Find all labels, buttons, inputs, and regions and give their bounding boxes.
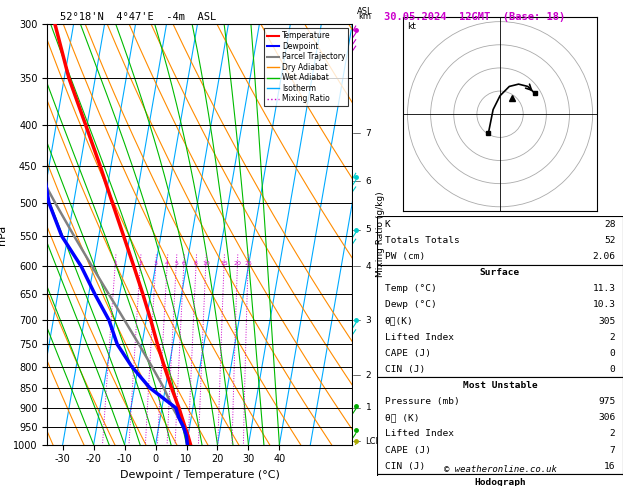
Text: 6: 6 — [365, 176, 371, 186]
Text: Mixing Ratio (g/kg): Mixing Ratio (g/kg) — [376, 191, 385, 278]
Text: θᴇ (K): θᴇ (K) — [385, 413, 420, 422]
Text: 3: 3 — [365, 315, 371, 325]
Text: 28: 28 — [604, 220, 615, 229]
Text: 30.05.2024  12GMT  (Base: 18): 30.05.2024 12GMT (Base: 18) — [384, 12, 565, 22]
Text: 3: 3 — [153, 261, 158, 266]
Text: 2: 2 — [365, 371, 371, 380]
Text: K: K — [385, 220, 391, 229]
FancyBboxPatch shape — [377, 474, 623, 486]
Text: Totals Totals: Totals Totals — [385, 236, 460, 245]
Legend: Temperature, Dewpoint, Parcel Trajectory, Dry Adiabat, Wet Adiabat, Isotherm, Mi: Temperature, Dewpoint, Parcel Trajectory… — [264, 28, 348, 106]
Text: 2.06: 2.06 — [593, 252, 615, 261]
FancyBboxPatch shape — [377, 378, 623, 474]
Text: 1: 1 — [365, 403, 371, 413]
Text: 52: 52 — [604, 236, 615, 245]
Text: Hodograph: Hodograph — [474, 478, 526, 486]
Text: km: km — [358, 12, 371, 21]
Text: PW (cm): PW (cm) — [385, 252, 425, 261]
FancyBboxPatch shape — [377, 265, 623, 378]
Text: Temp (°C): Temp (°C) — [385, 284, 437, 294]
Text: CIN (J): CIN (J) — [385, 365, 425, 374]
Text: ASL: ASL — [357, 7, 372, 16]
Text: 10: 10 — [202, 261, 209, 266]
Text: 305: 305 — [598, 316, 615, 326]
Text: 0: 0 — [610, 365, 615, 374]
Text: Surface: Surface — [480, 268, 520, 277]
Text: CAPE (J): CAPE (J) — [385, 446, 431, 454]
Text: Lifted Index: Lifted Index — [385, 333, 454, 342]
Text: θᴇ(K): θᴇ(K) — [385, 316, 413, 326]
Text: 5: 5 — [365, 225, 371, 234]
Text: 4: 4 — [365, 262, 371, 271]
Text: 15: 15 — [220, 261, 228, 266]
Text: 8: 8 — [194, 261, 198, 266]
Text: 7: 7 — [610, 446, 615, 454]
Text: 20: 20 — [233, 261, 242, 266]
Text: 5: 5 — [174, 261, 178, 266]
Text: Lifted Index: Lifted Index — [385, 430, 454, 438]
Text: 2: 2 — [138, 261, 142, 266]
Text: 1: 1 — [113, 261, 117, 266]
Text: 2: 2 — [610, 430, 615, 438]
Text: 10.3: 10.3 — [593, 300, 615, 310]
Text: 7: 7 — [365, 129, 371, 138]
Text: Most Unstable: Most Unstable — [463, 381, 537, 390]
Text: 11.3: 11.3 — [593, 284, 615, 294]
Text: LCL: LCL — [365, 437, 381, 446]
Text: 52°18'N  4°47'E  -4m  ASL: 52°18'N 4°47'E -4m ASL — [60, 12, 216, 22]
Text: kt: kt — [408, 22, 416, 31]
Text: © weatheronline.co.uk: © weatheronline.co.uk — [443, 465, 557, 474]
Text: 0: 0 — [610, 349, 615, 358]
Y-axis label: hPa: hPa — [0, 225, 8, 244]
Text: 6: 6 — [182, 261, 186, 266]
Text: 306: 306 — [598, 413, 615, 422]
Text: 16: 16 — [604, 462, 615, 470]
Text: Pressure (mb): Pressure (mb) — [385, 397, 460, 406]
Text: Dewp (°C): Dewp (°C) — [385, 300, 437, 310]
X-axis label: Dewpoint / Temperature (°C): Dewpoint / Temperature (°C) — [120, 470, 280, 480]
Text: CIN (J): CIN (J) — [385, 462, 425, 470]
Text: CAPE (J): CAPE (J) — [385, 349, 431, 358]
Text: 2: 2 — [610, 333, 615, 342]
FancyBboxPatch shape — [377, 216, 623, 265]
Text: 4: 4 — [165, 261, 169, 266]
Text: 25: 25 — [244, 261, 252, 266]
Text: 975: 975 — [598, 397, 615, 406]
